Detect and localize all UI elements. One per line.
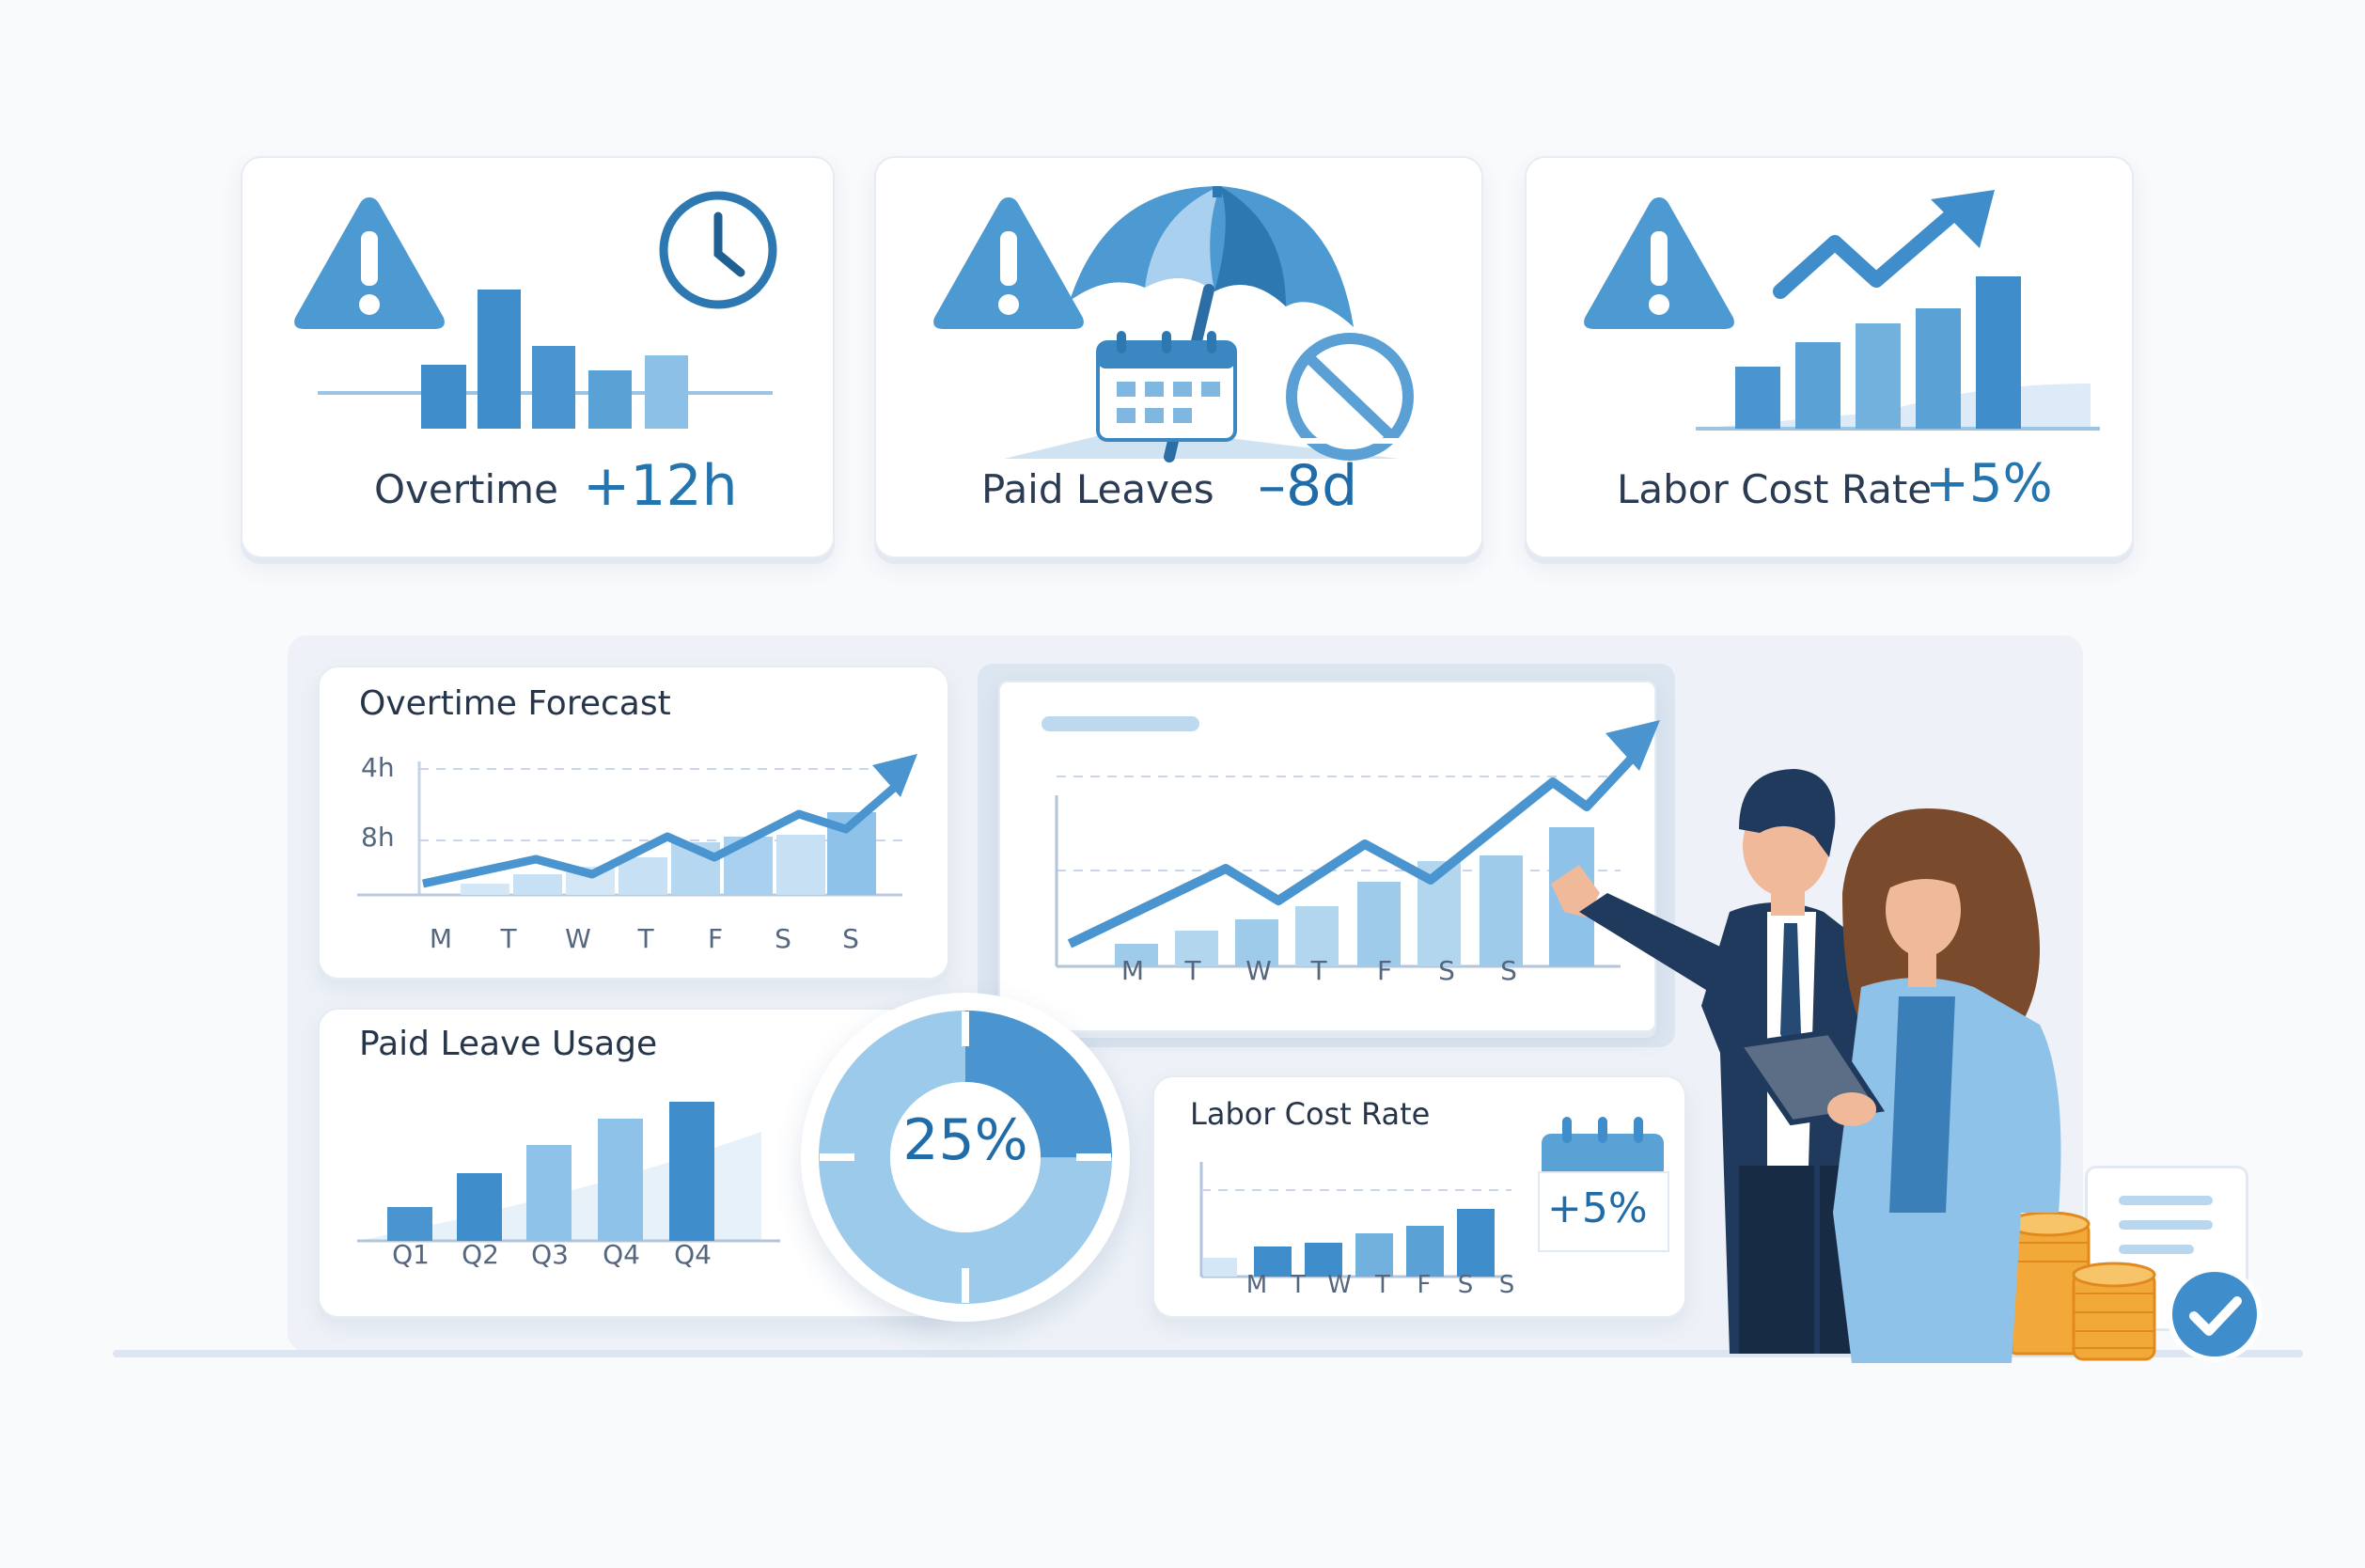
document-line	[2119, 1220, 2213, 1230]
x-tick: S	[1500, 955, 1517, 986]
x-tick: Q3	[531, 1239, 569, 1270]
labor-mini-bars	[1696, 276, 2100, 431]
beach-umbrella-icon	[1004, 186, 1399, 463]
x-tick: W	[1245, 955, 1272, 986]
x-tick: F	[1417, 1271, 1432, 1299]
labor-cost-badge-value: +5%	[1547, 1184, 1648, 1232]
x-tick: M	[1245, 1271, 1268, 1299]
x-tick: T	[1291, 1271, 1306, 1299]
document-line	[2119, 1245, 2194, 1254]
x-tick: F	[707, 923, 724, 954]
x-tick: T	[1375, 1271, 1390, 1299]
kpi-card-labor-cost-rate: Labor Cost Rate +5%	[1525, 156, 2134, 558]
title-placeholder-bar	[1042, 716, 1199, 731]
donut-chart	[819, 1011, 1112, 1304]
x-tick: W	[565, 923, 591, 954]
x-tick: S	[1457, 1271, 1474, 1299]
x-tick: Q4	[674, 1239, 712, 1270]
document-line	[2119, 1196, 2213, 1205]
overtime-forecast-chart	[357, 754, 917, 897]
x-tick: Q2	[462, 1239, 499, 1270]
clock-icon	[659, 191, 777, 309]
kpi-label-paid-leaves: Paid Leaves	[981, 466, 1214, 512]
check-icon	[2167, 1266, 2263, 1362]
y-tick-8h: 8h	[361, 822, 395, 853]
x-tick: S	[1438, 955, 1455, 986]
x-tick: T	[1310, 955, 1327, 986]
x-tick: W	[1327, 1271, 1352, 1299]
kpi-card-paid-leaves: Paid Leaves –8d	[874, 156, 1483, 558]
x-tick: M	[429, 923, 453, 954]
x-tick: S	[1498, 1271, 1515, 1299]
x-tick: M	[1120, 955, 1145, 986]
overtime-mini-bars	[318, 290, 773, 429]
x-tick: S	[775, 923, 791, 954]
kpi-value-overtime: +12h	[583, 453, 738, 519]
x-tick: S	[842, 923, 859, 954]
x-tick: Q1	[392, 1239, 430, 1270]
overtime-forecast-panel: Overtime Forecast 4h 8h M T W T F S S	[318, 666, 949, 980]
labor-cost-rate-chart	[1199, 1162, 1511, 1278]
x-tick: Q4	[603, 1239, 640, 1270]
kpi-value-paid-leaves: –8d	[1258, 453, 1358, 519]
trend-up-icon	[1773, 190, 1995, 299]
warning-icon	[294, 197, 445, 329]
kpi-label-labor-cost-rate: Labor Cost Rate	[1617, 466, 1933, 512]
warning-icon	[933, 197, 1084, 329]
y-tick-4h: 4h	[361, 752, 395, 783]
labor-cost-rate-panel: Labor Cost Rate +5% M T W T F S S	[1152, 1075, 1686, 1318]
floor-line	[113, 1350, 2303, 1357]
x-tick: T	[1184, 955, 1201, 986]
overtime-forecast-title: Overtime Forecast	[359, 684, 671, 723]
paid-leave-usage-chart	[357, 1102, 780, 1243]
labor-cost-badge	[1538, 1171, 1669, 1252]
labor-cost-rate-title: Labor Cost Rate	[1190, 1096, 1431, 1132]
warning-icon	[1584, 197, 1734, 329]
kpi-label-overtime: Overtime	[374, 466, 558, 512]
paid-leave-usage-panel: Paid Leave Usage Q1 Q2 Q3 Q4 Q4	[318, 1008, 949, 1318]
donut-label: 25%	[902, 1107, 1028, 1173]
kpi-card-overtime: Overtime +12h	[241, 156, 835, 558]
kpi-value-labor-cost-rate: +5%	[1925, 453, 2053, 514]
x-tick: F	[1376, 955, 1393, 986]
calendar-icon	[1096, 331, 1237, 442]
cancel-icon	[1282, 333, 1421, 461]
x-tick: T	[500, 923, 517, 954]
paid-leave-usage-title: Paid Leave Usage	[359, 1025, 658, 1063]
woman-with-tablet-illustration	[1733, 808, 2061, 1363]
x-tick: T	[637, 923, 654, 954]
calendar-icon	[1542, 1117, 1664, 1181]
